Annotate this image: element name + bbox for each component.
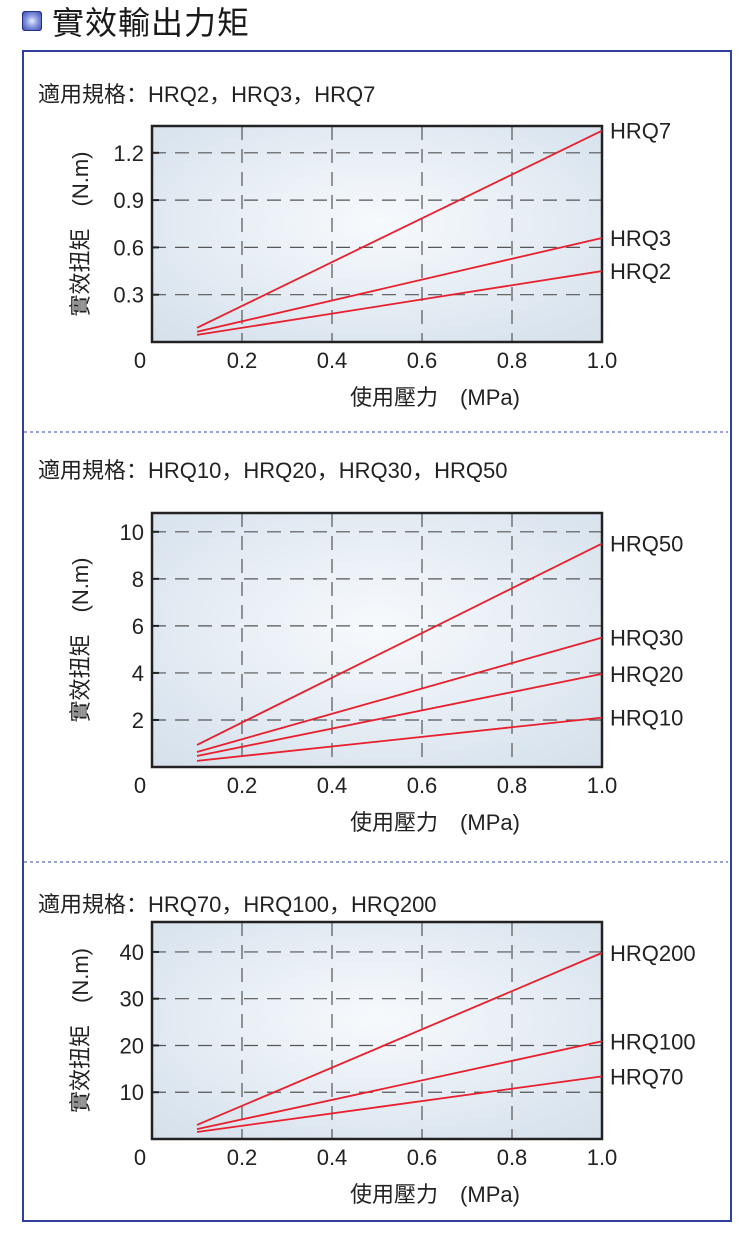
series-line-hrq100 — [196, 1040, 603, 1131]
x-tick-label: 1.0 — [587, 773, 618, 798]
series-line-hrq2 — [196, 270, 603, 336]
x-tick-label: 0.4 — [317, 773, 348, 798]
plot-frame — [150, 511, 604, 769]
series-label: HRQ10 — [610, 706, 683, 731]
x-axis-title: 使用壓力 (MPa) — [350, 385, 520, 410]
y-tick-label: 0.6 — [113, 235, 144, 260]
chart-subtitle: 適用規格：HRQ70，HRQ100，HRQ200 — [38, 892, 437, 917]
page-title: 實效輸出力矩 — [52, 4, 251, 42]
x-tick-label: 0.2 — [227, 773, 258, 798]
x-tick-label: 0.6 — [407, 773, 438, 798]
series-line-hrq7 — [196, 129, 603, 329]
chart-subtitle: 適用規格：HRQ10，HRQ20，HRQ30，HRQ50 — [38, 458, 507, 483]
series-line-hrq20 — [196, 672, 603, 757]
series-line-hrq50 — [196, 542, 603, 746]
series-label: HRQ70 — [610, 1064, 683, 1089]
plot-frame — [150, 920, 604, 1141]
y-tick-label: 0.9 — [113, 188, 144, 213]
y-axis-title: 實效扭矩 (N.m) — [68, 558, 93, 723]
x-tick-label: 0.8 — [497, 773, 528, 798]
plot-background — [152, 922, 602, 1139]
x-tick-label: 1.0 — [587, 348, 618, 373]
y-tick-label: 30 — [120, 987, 144, 1012]
series-label: HRQ7 — [610, 119, 671, 144]
plot-background — [152, 126, 602, 342]
x-tick-label: 1.0 — [587, 1145, 618, 1170]
charts-frame — [22, 50, 732, 1222]
y-tick-label: 8 — [132, 567, 144, 592]
series-label: HRQ30 — [610, 626, 683, 651]
origin-label: 0 — [134, 1145, 146, 1170]
x-tick-label: 0.6 — [407, 1145, 438, 1170]
x-axis-title: 使用壓力 (MPa) — [350, 1182, 520, 1207]
series-line-hrq200 — [196, 952, 603, 1126]
series-line-hrq10 — [196, 716, 603, 762]
x-tick-label: 0.2 — [227, 1145, 258, 1170]
x-tick-label: 0.8 — [497, 348, 528, 373]
x-tick-label: 0.4 — [317, 348, 348, 373]
y-tick-label: 2 — [132, 708, 144, 733]
series-label: HRQ200 — [610, 941, 696, 966]
y-tick-label: 10 — [120, 520, 144, 545]
y-tick-label: 1.2 — [113, 141, 144, 166]
series-line-hrq70 — [196, 1075, 603, 1133]
series-label: HRQ2 — [610, 259, 671, 284]
y-tick-label: 40 — [120, 940, 144, 965]
x-tick-label: 0.4 — [317, 1145, 348, 1170]
plot-background — [152, 513, 602, 767]
origin-label: 0 — [134, 773, 146, 798]
y-axis-title: 實效扭矩 (N.m) — [68, 948, 93, 1113]
chart-subtitle: 適用規格：HRQ2，HRQ3，HRQ7 — [38, 82, 375, 107]
x-tick-label: 0.2 — [227, 348, 258, 373]
y-tick-label: 4 — [132, 661, 144, 686]
series-label: HRQ3 — [610, 226, 671, 251]
x-tick-label: 0.6 — [407, 348, 438, 373]
series-label: HRQ20 — [610, 662, 683, 687]
x-tick-label: 0.8 — [497, 1145, 528, 1170]
y-tick-label: 20 — [120, 1033, 144, 1058]
x-axis-title: 使用壓力 (MPa) — [350, 810, 520, 835]
series-label: HRQ100 — [610, 1029, 696, 1054]
square-bullet-icon — [22, 11, 42, 31]
plot-frame — [150, 124, 604, 344]
origin-label: 0 — [134, 348, 146, 373]
series-line-hrq3 — [196, 237, 603, 333]
series-line-hrq30 — [196, 636, 603, 753]
series-label: HRQ50 — [610, 532, 683, 557]
y-tick-label: 6 — [132, 614, 144, 639]
y-axis-title: 實效扭矩 (N.m) — [68, 152, 93, 317]
y-tick-label: 0.3 — [113, 283, 144, 308]
y-tick-label: 10 — [120, 1080, 144, 1105]
